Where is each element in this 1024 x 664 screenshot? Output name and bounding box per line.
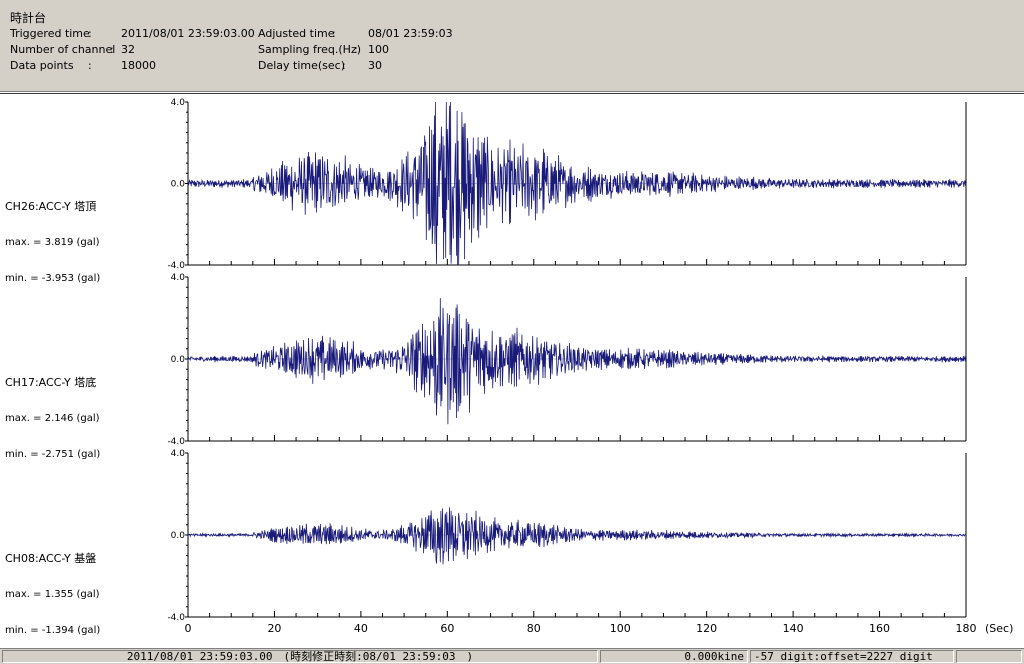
y-tick-label: -4.0 xyxy=(167,261,185,271)
data-points-value: 18000 xyxy=(121,59,156,72)
x-tick-label: 40 xyxy=(354,622,368,635)
channel-max: max. = 2.146 (gal) xyxy=(5,413,100,424)
x-tick-label: 120 xyxy=(696,622,717,635)
y-tick-label: 0.0 xyxy=(171,355,186,365)
y-tick-label: 4.0 xyxy=(171,449,186,459)
y-tick-label: -4.0 xyxy=(167,437,185,447)
channel-name: CH17:ACC-Y 塔底 xyxy=(5,376,97,389)
channel-max: max. = 3.819 (gal) xyxy=(5,237,100,248)
delay-time-label: Delay time(sec) xyxy=(258,59,346,72)
x-tick-label: 60 xyxy=(440,622,454,635)
adjusted-time-label: Adjusted time xyxy=(258,27,335,40)
waveform-trace xyxy=(187,507,967,565)
info-header: 時計台 Triggered time : 2011/08/01 23:59:03… xyxy=(0,0,1024,92)
adjusted-time-value: 08/01 23:59:03 xyxy=(368,27,453,40)
channel-name: CH26:ACC-Y 塔頂 xyxy=(5,200,97,213)
sampling-freq-label: Sampling freq.(Hz) xyxy=(258,43,362,56)
sampling-freq-value: 100 xyxy=(368,43,389,56)
status-empty-panel xyxy=(956,650,1022,663)
waveform-trace xyxy=(187,298,967,425)
channel-min: min. = -2.751 (gal) xyxy=(5,449,101,460)
x-tick-label: 180 xyxy=(956,622,977,635)
y-tick-label: 0.0 xyxy=(171,531,186,541)
channel-min: min. = -1.394 (gal) xyxy=(5,625,101,636)
status-time: 2011/08/01 23:59:03.00 (時刻修正時刻:08/01 23:… xyxy=(2,650,598,663)
waveform-plot-area[interactable]: 4.0 0.0 -4.0 4.0 0.0 -4.0 4.0 0.0 -4.0 0 20 40 60 80 1… xyxy=(0,93,1024,648)
separator: : xyxy=(110,43,114,56)
y-tick-label: 4.0 xyxy=(171,98,186,108)
separator: : xyxy=(354,43,358,56)
separator: : xyxy=(88,59,92,72)
x-tick-label: 160 xyxy=(869,622,890,635)
triggered-time-value: 2011/08/01 23:59:03.00 xyxy=(121,27,255,40)
channel-name: CH08:ACC-Y 基盤 xyxy=(5,552,97,565)
y-tick-label: -4.0 xyxy=(167,613,185,623)
status-digit: -57 digit:offset=2227 digit xyxy=(750,650,954,663)
waveform-trace xyxy=(187,101,967,266)
channel-info-3: CH08:ACC-Y 基盤 max. = 1.355 (gal) min. = … xyxy=(5,529,100,661)
channel-max: max. = 1.355 (gal) xyxy=(5,589,100,600)
separator: : xyxy=(342,59,346,72)
y-tick-label: 0.0 xyxy=(171,180,186,190)
x-tick-label: 100 xyxy=(610,622,631,635)
y-tick-label: 4.0 xyxy=(171,273,186,283)
x-tick-label: 0 xyxy=(185,622,192,635)
separator: : xyxy=(88,27,92,40)
station-title: 時計台 xyxy=(10,11,47,25)
data-points-label: Data points xyxy=(10,59,74,72)
channel-info-1: CH26:ACC-Y 塔頂 max. = 3.819 (gal) min. = … xyxy=(5,177,100,309)
waveform-chart[interactable]: 4.00.0-4.04.00.0-4.04.00.0-4.00 20 40 60 80 1… xyxy=(0,94,1024,649)
status-kine: 0.000kine xyxy=(600,650,748,663)
channel-info-2: CH17:ACC-Y 塔底 max. = 2.146 (gal) min. = … xyxy=(5,353,100,485)
triggered-time-label: Triggered time xyxy=(10,27,90,40)
x-tick-label: 80 xyxy=(527,622,541,635)
status-bar: 2011/08/01 23:59:03.00 (時刻修正時刻:08/01 23:… xyxy=(0,648,1024,664)
x-tick-label: 20 xyxy=(267,622,281,635)
channel-count-label: Number of channel xyxy=(10,43,116,56)
channel-count-value: 32 xyxy=(121,43,135,56)
x-unit-label: (Sec) xyxy=(985,622,1013,635)
delay-time-value: 30 xyxy=(368,59,382,72)
x-tick-label: 140 xyxy=(783,622,804,635)
channel-min: min. = -3.953 (gal) xyxy=(5,273,101,284)
separator: : xyxy=(332,27,336,40)
